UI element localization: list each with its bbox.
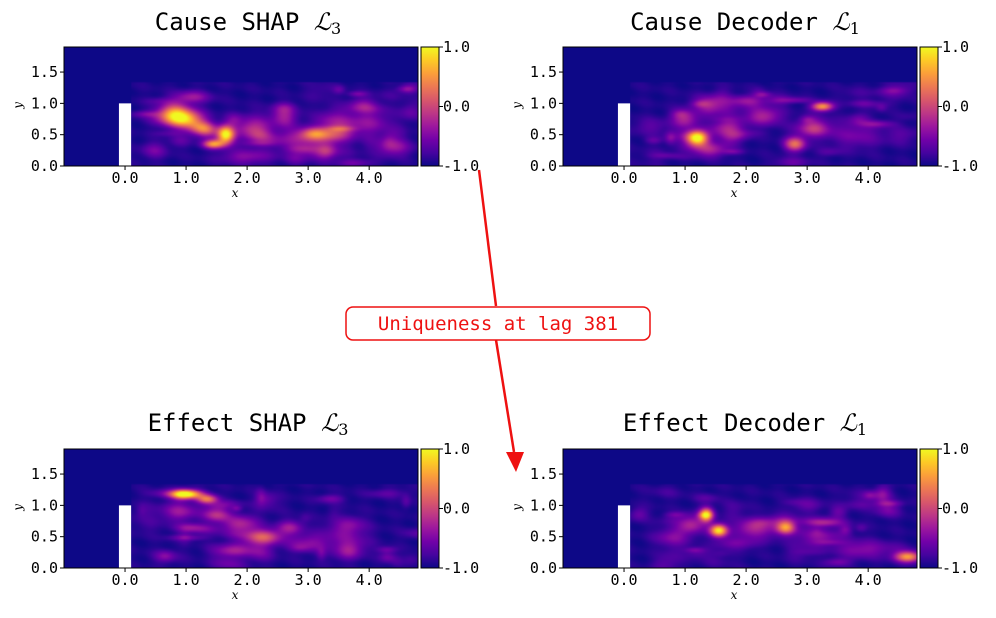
- connector-arrow-lower: [494, 339, 516, 453]
- colorbar-tick-label: 0.0: [942, 98, 969, 116]
- x-axis-label: x: [232, 186, 239, 200]
- x-tick-label: 4.0: [356, 571, 383, 589]
- x-tick-label: 2.0: [733, 169, 760, 187]
- colorbar-tick-label: -1.0: [942, 157, 978, 175]
- x-tick-label: 1.0: [173, 571, 200, 589]
- y-tick-label: 0.0: [31, 559, 58, 577]
- y-axis-label: y: [510, 102, 524, 110]
- x-tick-label: 4.0: [855, 571, 882, 589]
- y-tick-label: 0.0: [530, 157, 557, 175]
- obstacle-block: [617, 103, 631, 166]
- x-tick-label: 1.0: [672, 169, 699, 187]
- axes-frame: [63, 448, 419, 569]
- colorbar: [920, 47, 938, 166]
- y-tick-label: 0.5: [530, 528, 557, 546]
- heatmap-field: [563, 449, 917, 568]
- x-tick-label: 0.0: [111, 571, 138, 589]
- x-tick-label: 4.0: [855, 169, 882, 187]
- x-tick-label: 1.0: [173, 169, 200, 187]
- x-tick-label: 3.0: [295, 169, 322, 187]
- x-tick-label: 0.0: [610, 169, 637, 187]
- y-tick-label: 0.5: [31, 126, 58, 144]
- y-tick-label: 1.5: [530, 63, 557, 81]
- colorbar-tick-label: 0.0: [443, 500, 470, 518]
- y-axis-label: y: [11, 102, 25, 110]
- panel-title: Effect SHAP ℒ3: [148, 409, 349, 439]
- connector-label-box: [345, 306, 651, 341]
- y-tick-label: 1.0: [530, 496, 557, 514]
- y-tick-label: 1.5: [530, 465, 557, 483]
- x-tick-label: 3.0: [794, 169, 821, 187]
- colorbar-tick-label: 1.0: [942, 38, 969, 56]
- x-axis-label: x: [731, 588, 738, 602]
- panel-effect-shap: Effect SHAP ℒ3 0.0 1.0 2.0 3.0 4.0 0.0 0.5 1.0 1.…: [11, 409, 479, 602]
- y-tick-label: 1.5: [31, 63, 58, 81]
- panel-cause-shap: Cause SHAP ℒ3 0.0 1.0 2.0 3.0 4.0 0.0 0.5 1.0 1.5…: [11, 8, 479, 200]
- panel-title: Cause SHAP ℒ3: [155, 8, 341, 38]
- colorbar-tick-label: 1.0: [443, 440, 470, 458]
- x-tick-label: 2.0: [733, 571, 760, 589]
- axes-frame: [63, 46, 419, 167]
- y-tick-label: 1.0: [530, 94, 557, 112]
- colorbar: [421, 47, 439, 166]
- x-axis-label: x: [232, 588, 239, 602]
- y-tick-label: 1.0: [31, 496, 58, 514]
- y-axis-label: y: [11, 504, 25, 512]
- x-axis-label: x: [731, 186, 738, 200]
- colorbar-tick-label: 1.0: [942, 440, 969, 458]
- colorbar-tick-label: -1.0: [942, 559, 978, 577]
- colorbar-tick-label: 0.0: [443, 98, 470, 116]
- colorbar: [920, 449, 938, 568]
- y-tick-label: 1.5: [31, 465, 58, 483]
- x-tick-label: 0.0: [610, 571, 637, 589]
- x-tick-label: 4.0: [356, 169, 383, 187]
- y-axis-label: y: [510, 504, 524, 512]
- x-tick-label: 3.0: [295, 571, 322, 589]
- x-tick-label: 2.0: [234, 169, 261, 187]
- panel-title: Effect Decoder ℒ1: [623, 409, 867, 439]
- x-tick-label: 3.0: [794, 571, 821, 589]
- y-tick-label: 0.0: [530, 559, 557, 577]
- axes-frame: [562, 448, 918, 569]
- heatmap-field: [64, 449, 418, 568]
- connector-arrow-upper: [477, 169, 498, 307]
- panel-effect-decoder: Effect Decoder ℒ1 0.0 1.0 2.0 3.0 4.0 0.0 0.5 1.…: [510, 409, 978, 602]
- panel-title: Cause Decoder ℒ1: [630, 8, 860, 38]
- colorbar-tick-label: 0.0: [942, 500, 969, 518]
- heatmap-field: [563, 47, 917, 166]
- colorbar: [421, 449, 439, 568]
- obstacle-block: [118, 505, 132, 568]
- connector-label: Uniqueness at lag 381: [378, 313, 618, 335]
- y-tick-label: 0.5: [31, 528, 58, 546]
- obstacle-block: [118, 103, 132, 166]
- y-tick-label: 0.5: [530, 126, 557, 144]
- panel-cause-decoder: Cause Decoder ℒ1 0.0 1.0 2.0 3.0 4.0 0.0 0.5 1.0…: [510, 8, 978, 200]
- x-tick-label: 0.0: [111, 169, 138, 187]
- heatmap-field: [64, 47, 418, 166]
- y-tick-label: 0.0: [31, 157, 58, 175]
- colorbar-tick-label: -1.0: [443, 157, 479, 175]
- connector-arrowhead: [506, 452, 524, 472]
- x-tick-label: 2.0: [234, 571, 261, 589]
- connector: Uniqueness at lag 381: [345, 169, 651, 472]
- axes-frame: [562, 46, 918, 167]
- colorbar-tick-label: 1.0: [443, 38, 470, 56]
- colorbar-tick-label: -1.0: [443, 559, 479, 577]
- x-tick-label: 1.0: [672, 571, 699, 589]
- y-tick-label: 1.0: [31, 94, 58, 112]
- obstacle-block: [617, 505, 631, 568]
